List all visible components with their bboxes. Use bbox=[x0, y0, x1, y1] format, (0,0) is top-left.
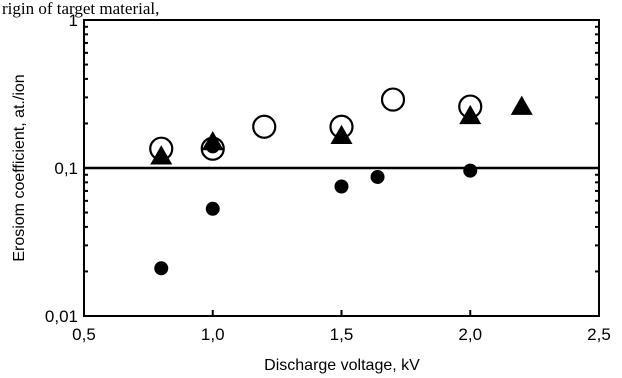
x-axis-title: Discharge voltage, kV bbox=[264, 357, 420, 374]
filled-triangle-point bbox=[510, 95, 533, 115]
open-circle-point bbox=[252, 114, 277, 139]
y-tick-label: 1 bbox=[69, 11, 78, 30]
filled-circle-point bbox=[154, 261, 169, 276]
filled-circle-point bbox=[205, 201, 220, 216]
y-tick-label: 0,1 bbox=[54, 159, 78, 178]
x-tick-label: 1,5 bbox=[330, 325, 354, 344]
top-caption-fragment: rigin of target material, bbox=[2, 0, 159, 18]
filled-triangle-point bbox=[459, 104, 482, 125]
filled-circle-point bbox=[463, 163, 478, 178]
open-circle-point bbox=[380, 87, 406, 112]
filled-circle-point bbox=[205, 139, 220, 154]
y-tick-labels: 0,01 0,1 1 bbox=[45, 11, 78, 326]
y-minor-ticks bbox=[84, 25, 599, 273]
filled-triangle-point bbox=[330, 124, 353, 145]
filled-circle-point bbox=[370, 169, 385, 184]
data-points bbox=[149, 87, 533, 276]
filled-circle-point bbox=[334, 179, 349, 194]
y-axis-title: Erosiom coefficient, at./ion bbox=[11, 74, 28, 261]
x-tick-label: 1,0 bbox=[201, 325, 225, 344]
y-tick-label: 0,01 bbox=[45, 307, 78, 326]
x-tick-labels: 0,5 1,0 1,5 2,0 2,5 bbox=[72, 325, 611, 344]
x-tick-label: 2,0 bbox=[458, 325, 482, 344]
x-tick-label: 2,5 bbox=[587, 325, 611, 344]
filled-triangle-point bbox=[150, 145, 173, 165]
x-tick-label: 0,5 bbox=[72, 325, 96, 344]
